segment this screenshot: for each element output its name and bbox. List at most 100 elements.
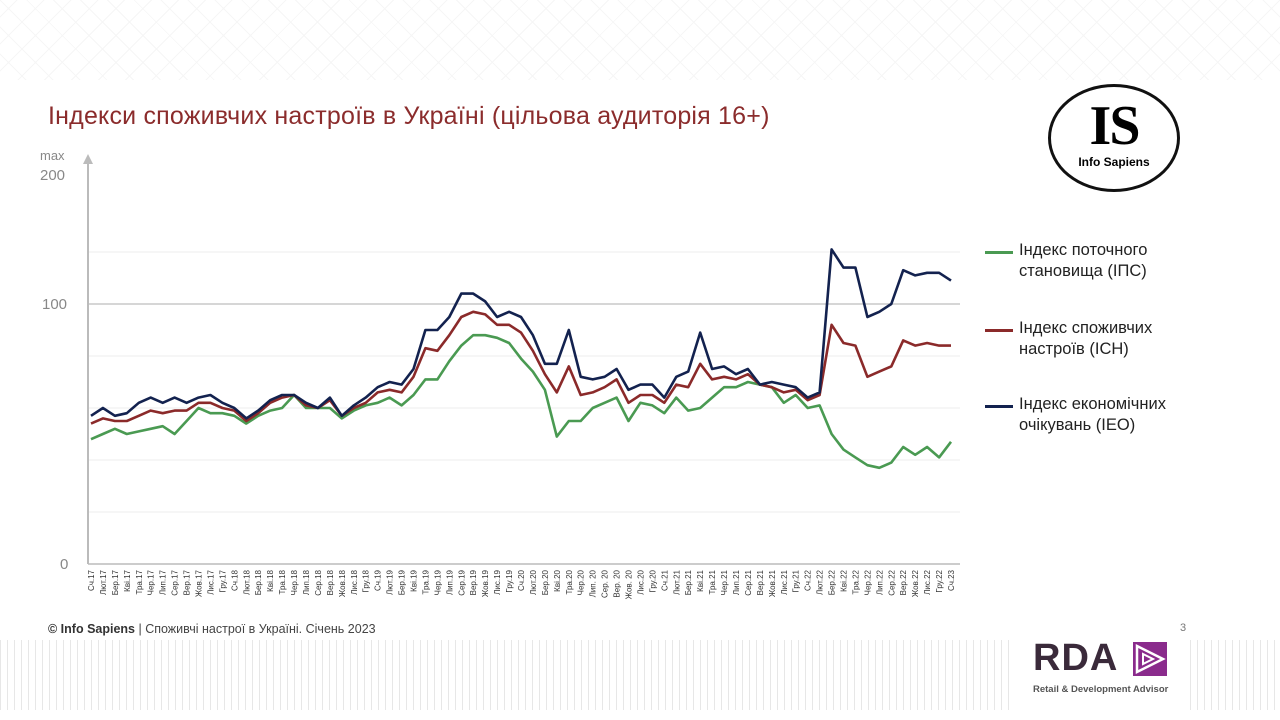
y-axis-arrow <box>83 154 93 164</box>
x-tick-label: Чер.21 <box>720 569 729 595</box>
x-tick-label: Сч.19 <box>374 569 383 591</box>
x-tick-label: Жов.19 <box>481 569 490 597</box>
x-tick-label: Лип.22 <box>875 569 884 595</box>
x-tick-label: Лис.20 <box>636 569 645 594</box>
x-tick-label: Кві.19 <box>410 569 419 591</box>
x-tick-label: Сер.22 <box>887 569 896 595</box>
x-tick-label: Чер.20 <box>577 569 586 595</box>
x-tick-label: Сч.23 <box>947 569 956 591</box>
legend-label-ieo: Індекс економічних очікувань (ІЕО) <box>1019 395 1166 434</box>
header-pattern <box>0 0 1280 80</box>
x-tick-label: Лют.22 <box>816 569 825 595</box>
x-tick-label: Гру.20 <box>648 569 657 592</box>
rda-triangle-icon <box>1133 642 1167 676</box>
x-tick-label: Сер.19 <box>457 569 466 595</box>
x-tick-label: Сер.18 <box>314 569 323 595</box>
x-tick-label: Лип. 20 <box>589 569 598 597</box>
x-tick-label: Лют.20 <box>529 569 538 595</box>
x-tick-label: Сч.17 <box>87 569 96 591</box>
x-tick-label: Лип.18 <box>302 569 311 595</box>
x-tick-label: Кві.18 <box>266 569 275 591</box>
x-tick-label: Жов.21 <box>768 569 777 597</box>
x-tick-labels: Сч.17 Лют.17 Бер.17 Кві.17 Тра.17 Чер.17 Лип.1… <box>87 569 956 599</box>
x-tick-label: Вер.19 <box>469 569 478 595</box>
x-tick-label: Кві.21 <box>696 569 705 591</box>
series-lines <box>90 248 953 470</box>
footer-text: | Споживчі настрої в Україні. Січень 202… <box>135 622 376 636</box>
x-tick-label: Тра.21 <box>708 569 717 594</box>
x-tick-label: Бер.20 <box>541 569 550 595</box>
x-tick-label: Лют.18 <box>242 569 251 595</box>
x-tick-label: Кві.20 <box>553 569 562 591</box>
x-tick-label: Сч.22 <box>804 569 813 591</box>
x-tick-label: Лис.18 <box>350 569 359 594</box>
y-tick-label-0: 0 <box>60 556 68 573</box>
rda-tagline: Retail & Development Advisor <box>1033 684 1169 695</box>
footer: © Info Sapiens | Споживчі настрої в Укра… <box>48 622 376 636</box>
x-tick-label: Вер.17 <box>183 569 192 595</box>
x-tick-label: Тра.17 <box>135 569 144 594</box>
x-tick-label: Лип.19 <box>445 569 454 595</box>
gridlines <box>88 251 960 513</box>
x-tick-label: Лип.21 <box>732 569 741 595</box>
x-tick-label: Сч.21 <box>660 569 669 591</box>
x-tick-label: Лют.19 <box>386 569 395 595</box>
x-tick-label: Вер.22 <box>899 569 908 595</box>
x-tick-label: Чер.22 <box>863 569 872 595</box>
x-tick-label: Вер.18 <box>326 569 335 595</box>
x-tick-label: Кві.22 <box>840 569 849 591</box>
x-tick-label: Жов.18 <box>338 569 347 597</box>
rda-logo: RDA Retail & Development Advisor <box>1015 634 1187 720</box>
legend-swatch-ich <box>985 329 1013 332</box>
info-sapiens-logo: IS Info Sapiens <box>1048 84 1180 192</box>
x-tick-label: Сер.17 <box>171 569 180 595</box>
legend-item-ipc: Індекс поточного становища (ІПС) <box>985 240 1199 282</box>
x-tick-label: Вер. 20 <box>613 569 622 597</box>
x-tick-label: Сер.21 <box>744 569 753 595</box>
x-tick-label: Бер.21 <box>684 569 693 595</box>
x-tick-label: Лип.17 <box>159 569 168 595</box>
page-number: 3 <box>1180 622 1187 634</box>
y-max-value-label: 200 <box>40 167 65 184</box>
x-tick-label: Сч.20 <box>517 569 526 591</box>
legend-label-ich: Індекс споживчих настроїв (ІСН) <box>1019 319 1153 358</box>
logo-letters: IS <box>1089 95 1141 157</box>
x-tick-label: Сер. 20 <box>601 569 610 598</box>
x-tick-label: Лис.17 <box>206 569 215 594</box>
logo-name: Info Sapiens <box>1078 155 1150 169</box>
x-tick-label: Тра.19 <box>421 569 430 594</box>
x-tick-label: Жов. 20 <box>625 569 634 599</box>
footer-brand: © Info Sapiens <box>48 622 135 636</box>
x-tick-label: Чер.19 <box>433 569 442 595</box>
page-title: Індекси споживчих настроїв в Україні (ці… <box>48 102 770 130</box>
x-tick-label: Лис.21 <box>780 569 789 594</box>
legend-item-ieo: Індекс економічних очікувань (ІЕО) <box>985 394 1169 436</box>
x-tick-label: Гру.17 <box>218 569 227 592</box>
x-tick-label: Жов.22 <box>911 569 920 597</box>
x-tick-label: Жов.17 <box>195 569 204 597</box>
x-tick-label: Лис.19 <box>493 569 502 594</box>
x-tick-label: Вер.21 <box>756 569 765 595</box>
x-tick-label: Гру.19 <box>505 569 514 592</box>
x-tick-label: Гру.22 <box>935 569 944 592</box>
y-max-label: max <box>40 148 65 163</box>
x-tick-label: Лют.17 <box>99 569 108 595</box>
x-tick-label: Чер.18 <box>290 569 299 595</box>
x-tick-label: Гру.21 <box>792 569 801 592</box>
x-tick-label: Гру.18 <box>362 569 371 592</box>
x-tick-label: Кві.17 <box>123 569 132 591</box>
x-tick-label: Лис.22 <box>923 569 932 594</box>
x-tick-label: Сч.18 <box>230 569 239 591</box>
legend-swatch-ipc <box>985 251 1013 254</box>
x-tick-label: Лют.21 <box>672 569 681 595</box>
x-tick-label: Тра.22 <box>851 569 860 594</box>
x-tick-label: Бер.19 <box>398 569 407 595</box>
x-tick-label: Бер.17 <box>111 569 120 595</box>
legend-swatch-ieo <box>985 405 1013 408</box>
x-tick-label: Тра.20 <box>565 569 574 594</box>
x-tick-label: Бер.22 <box>828 569 837 595</box>
rda-letters: RDA <box>1033 637 1119 679</box>
legend-item-ich: Індекс споживчих настроїв (ІСН) <box>985 318 1169 360</box>
x-tick-label: Чер.17 <box>147 569 156 595</box>
